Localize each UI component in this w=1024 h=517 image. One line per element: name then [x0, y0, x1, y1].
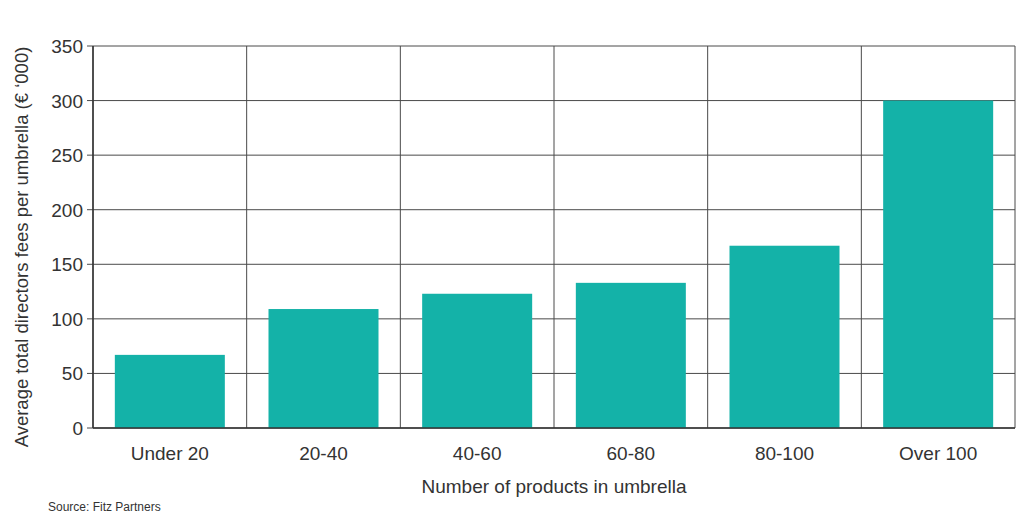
- y-axis-label: Average total directors fees per umbrell…: [11, 47, 32, 448]
- y-tick-label: 50: [62, 363, 83, 384]
- y-tick: [87, 428, 93, 429]
- y-tick: [87, 209, 93, 210]
- y-tick: [87, 373, 93, 374]
- x-grid-line: [707, 46, 708, 428]
- y-tick: [87, 264, 93, 265]
- y-tick-label: 300: [51, 91, 83, 112]
- x-axis-line: [93, 427, 1015, 429]
- x-tick-label: 40-60: [453, 443, 502, 464]
- x-tick-label: 20-40: [299, 443, 348, 464]
- bar: [730, 246, 840, 428]
- y-tick-label: 250: [51, 145, 83, 166]
- chart-svg: 0 50 100 150 200 250 300 350 Under 20 20-40 40-60 6…: [0, 0, 1024, 517]
- bar: [422, 294, 532, 428]
- x-grid-line: [1015, 46, 1016, 428]
- y-tick-label: 350: [51, 36, 83, 57]
- y-tick-label: 200: [51, 200, 83, 221]
- y-grid-line: [93, 428, 1015, 429]
- bars: [115, 101, 993, 428]
- y-tick-label: 150: [51, 254, 83, 275]
- x-grid-line: [246, 46, 247, 428]
- grid: [87, 46, 1015, 428]
- x-tick-label: Under 20: [131, 443, 209, 464]
- x-grid-line: [861, 46, 862, 428]
- source-note: Source: Fitz Partners: [48, 500, 161, 514]
- y-axis-line: [92, 46, 94, 428]
- bar: [269, 309, 379, 428]
- x-grid-line: [400, 46, 401, 428]
- x-axis-label: Number of products in umbrella: [421, 476, 686, 497]
- y-tick: [87, 155, 93, 156]
- x-tick-label: 80-100: [755, 443, 814, 464]
- y-tick-label: 100: [51, 309, 83, 330]
- x-tick-label: 60-80: [607, 443, 656, 464]
- x-tick-label: Over 100: [899, 443, 977, 464]
- x-grid-line: [93, 46, 94, 428]
- y-tick: [87, 100, 93, 101]
- y-tick-label: 0: [72, 418, 83, 439]
- chart-container: 0 50 100 150 200 250 300 350 Under 20 20-40 40-60 6…: [0, 0, 1024, 517]
- bar: [115, 355, 225, 428]
- y-tick: [87, 318, 93, 319]
- bar: [883, 101, 993, 428]
- bar: [576, 283, 686, 428]
- y-tick: [87, 46, 93, 47]
- x-grid-line: [554, 46, 555, 428]
